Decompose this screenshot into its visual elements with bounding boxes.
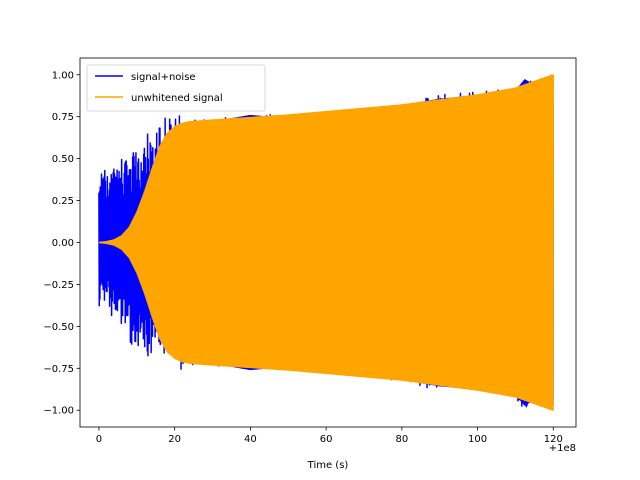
x-tick-label: 20	[168, 434, 181, 445]
y-tick-label: 1.00	[52, 70, 74, 81]
y-tick-label: 0.25	[52, 196, 74, 207]
y-tick-label: −0.25	[43, 280, 74, 291]
legend: signal+noise unwhitened signal	[86, 64, 266, 112]
y-axis: −1.00 −0.75 −0.50 −0.25 0.00 0.25 0.50 0.75 1.00	[43, 70, 80, 417]
y-tick-label: 0.00	[52, 238, 74, 249]
x-tick-label: 40	[244, 434, 257, 445]
legend-label-signal-noise: signal+noise	[131, 72, 196, 83]
x-tick-label: 80	[395, 434, 408, 445]
x-tick-label: 60	[320, 434, 333, 445]
legend-box	[86, 64, 266, 112]
y-tick-label: −0.75	[43, 364, 74, 375]
series-layer	[98, 74, 555, 411]
x-tick-label: 0	[96, 434, 102, 445]
y-tick-label: 0.75	[52, 112, 74, 123]
x-tick-label: 120	[544, 434, 563, 445]
x-axis: 0 20 40 60 80 100 120	[96, 427, 563, 445]
y-tick-label: −0.50	[43, 322, 74, 333]
x-tick-label: 100	[468, 434, 487, 445]
y-tick-label: 0.50	[52, 154, 74, 165]
y-tick-label: −1.00	[43, 406, 74, 417]
series-line-unwhitened-signal	[98, 74, 555, 411]
legend-label-unwhitened-signal: unwhitened signal	[131, 93, 223, 104]
x-offset-label: +1e8	[549, 443, 576, 454]
x-axis-label: Time (s)	[307, 460, 349, 471]
